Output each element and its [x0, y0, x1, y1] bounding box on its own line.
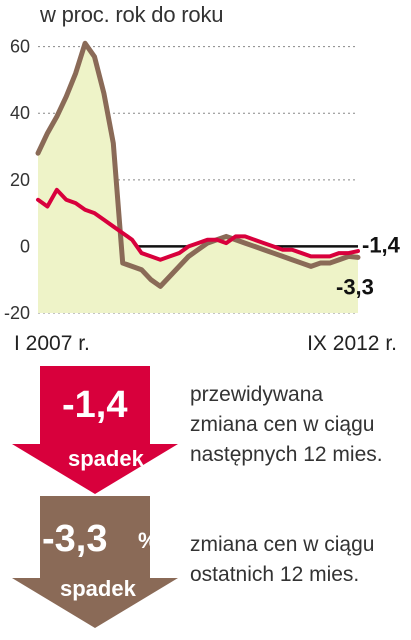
actual-tag: spadek — [60, 576, 136, 601]
forecast-line — [36, 187, 360, 262]
forecast-arrow: -1,4 spadek — [0, 366, 190, 496]
chart-subtitle: w proc. rok do roku — [40, 2, 224, 27]
actual-line — [35, 40, 361, 289]
forecast-arrow-shape — [12, 366, 178, 494]
end-label-actual: -3,3 — [336, 274, 374, 299]
forecast-description: przewidywana zmiana cen w ciągu następny… — [190, 380, 383, 470]
actual-description: zmiana cen w ciągu ostatnich 12 mies. — [190, 530, 374, 590]
actual-desc-line: ostatnich 12 mies. — [190, 563, 360, 586]
shaded-area — [38, 43, 358, 313]
end-label-forecast: -1,4 — [362, 232, 401, 257]
forecast-desc-line: przewidywana — [190, 383, 324, 406]
actual-desc-line: zmiana cen w ciągu — [190, 533, 375, 556]
price-change-chart: 60 40 20 0 -20 -1,4 -3,3 I 2007 r. IX 2012 r. — [4, 37, 401, 355]
x-end-label: IX 2012 r. — [307, 332, 397, 355]
forecast-desc-line: zmiana cen w ciągu — [190, 413, 375, 436]
x-start-label: I 2007 r. — [14, 332, 90, 355]
forecast-desc-line: następnych 12 mies. — [190, 443, 383, 466]
y-tick-label: -20 — [4, 303, 30, 323]
actual-value: -3,3 — [42, 518, 108, 560]
y-tick-label: 20 — [10, 170, 30, 190]
forecast-tag: spadek — [68, 446, 144, 471]
actual-arrow-shape — [12, 496, 178, 628]
y-tick-label: 40 — [10, 103, 30, 123]
y-tick-label: 0 — [20, 236, 30, 256]
actual-arrow: -3,3 % spadek — [0, 496, 190, 630]
y-tick-label: 60 — [10, 37, 30, 57]
actual-percent: % — [138, 528, 158, 553]
forecast-value: -1,4 — [62, 384, 128, 426]
